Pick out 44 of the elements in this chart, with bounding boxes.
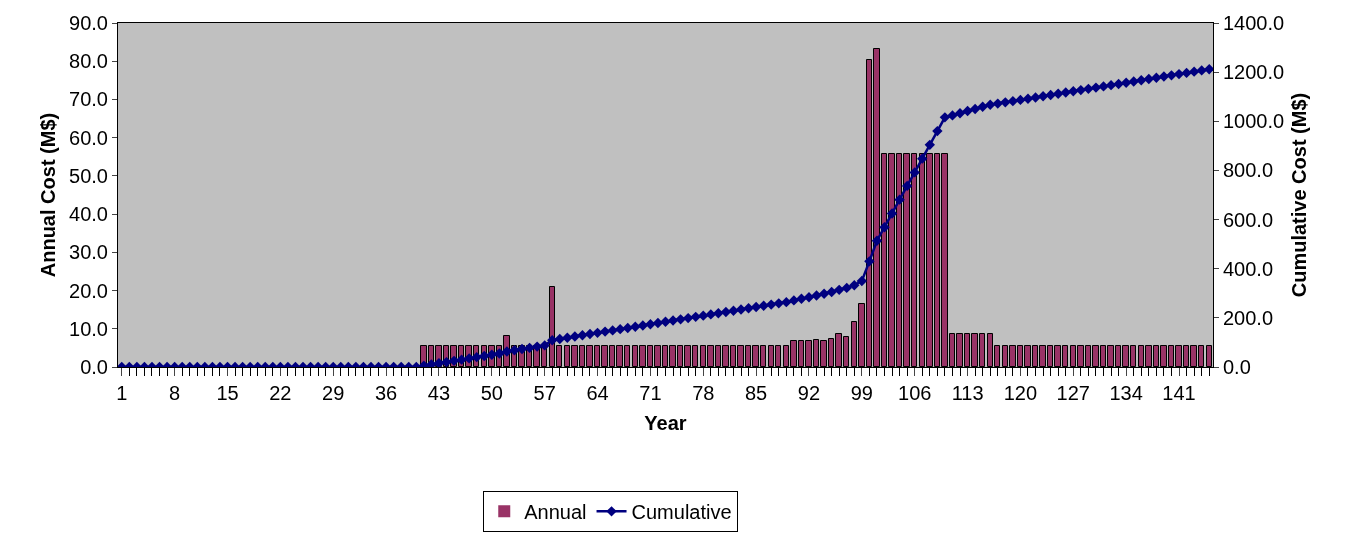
y-tick-label: 80.0 [69, 50, 108, 73]
x-tick-label: 106 [898, 382, 932, 404]
y-tick-label: 50.0 [69, 164, 108, 187]
y2-tick-label: 0.0 [1223, 356, 1251, 378]
y-tick-label: 20.0 [69, 279, 108, 302]
y2-tick-label: 1000.0 [1223, 110, 1285, 133]
y-tick-label: 60.0 [69, 126, 108, 149]
x-tick-label: 141 [1162, 382, 1196, 404]
x-tick-label: 36 [374, 382, 398, 404]
x-tick-label: 29 [322, 382, 345, 404]
x-tick-label: 15 [216, 382, 239, 404]
y-tick-label: 70.0 [69, 88, 108, 111]
x-tick-label: 99 [850, 382, 873, 404]
x-tick-label: 92 [797, 382, 821, 404]
y-tick-label: 30.0 [69, 241, 108, 264]
x-tick-label: 43 [427, 382, 451, 404]
x-tick-label: 113 [951, 382, 984, 404]
y2-tick-label: 1200.0 [1223, 61, 1285, 84]
y-tick-label: 0.0 [80, 356, 108, 378]
x-tick-label: 78 [692, 382, 715, 404]
x-tick-label: 57 [533, 382, 556, 404]
x-tick-label: 22 [269, 382, 292, 404]
y2-tick-label: 800.0 [1223, 159, 1274, 182]
y2-tick-label: 200.0 [1223, 306, 1274, 329]
y-tick-label: 40.0 [69, 203, 108, 226]
legend-label: Cumulative [631, 501, 732, 524]
x-tick-label: 85 [744, 382, 768, 404]
y2-tick-label: 1400.0 [1223, 12, 1285, 34]
y-tick-label: 10.0 [69, 317, 108, 340]
x-tick-label: 1 [116, 382, 128, 404]
y2-tick-label: 600.0 [1223, 208, 1274, 231]
x-axis-title: Year [644, 411, 687, 434]
x-tick-label: 127 [1056, 382, 1090, 404]
y-axis-title: Annual Cost (M$) [36, 112, 59, 278]
x-tick-label: 71 [639, 382, 662, 404]
y2-axis-title: Cumulative Cost (M$) [1287, 92, 1310, 298]
y2-tick-label: 400.0 [1223, 257, 1274, 280]
legend-label: Annual [524, 501, 587, 524]
x-tick-label: 134 [1109, 382, 1143, 404]
y-tick-label: 90.0 [69, 12, 108, 34]
x-tick-label: 50 [480, 382, 503, 404]
x-tick-label: 120 [1003, 382, 1038, 404]
x-tick-label: 8 [169, 382, 181, 404]
x-tick-label: 64 [586, 382, 609, 404]
